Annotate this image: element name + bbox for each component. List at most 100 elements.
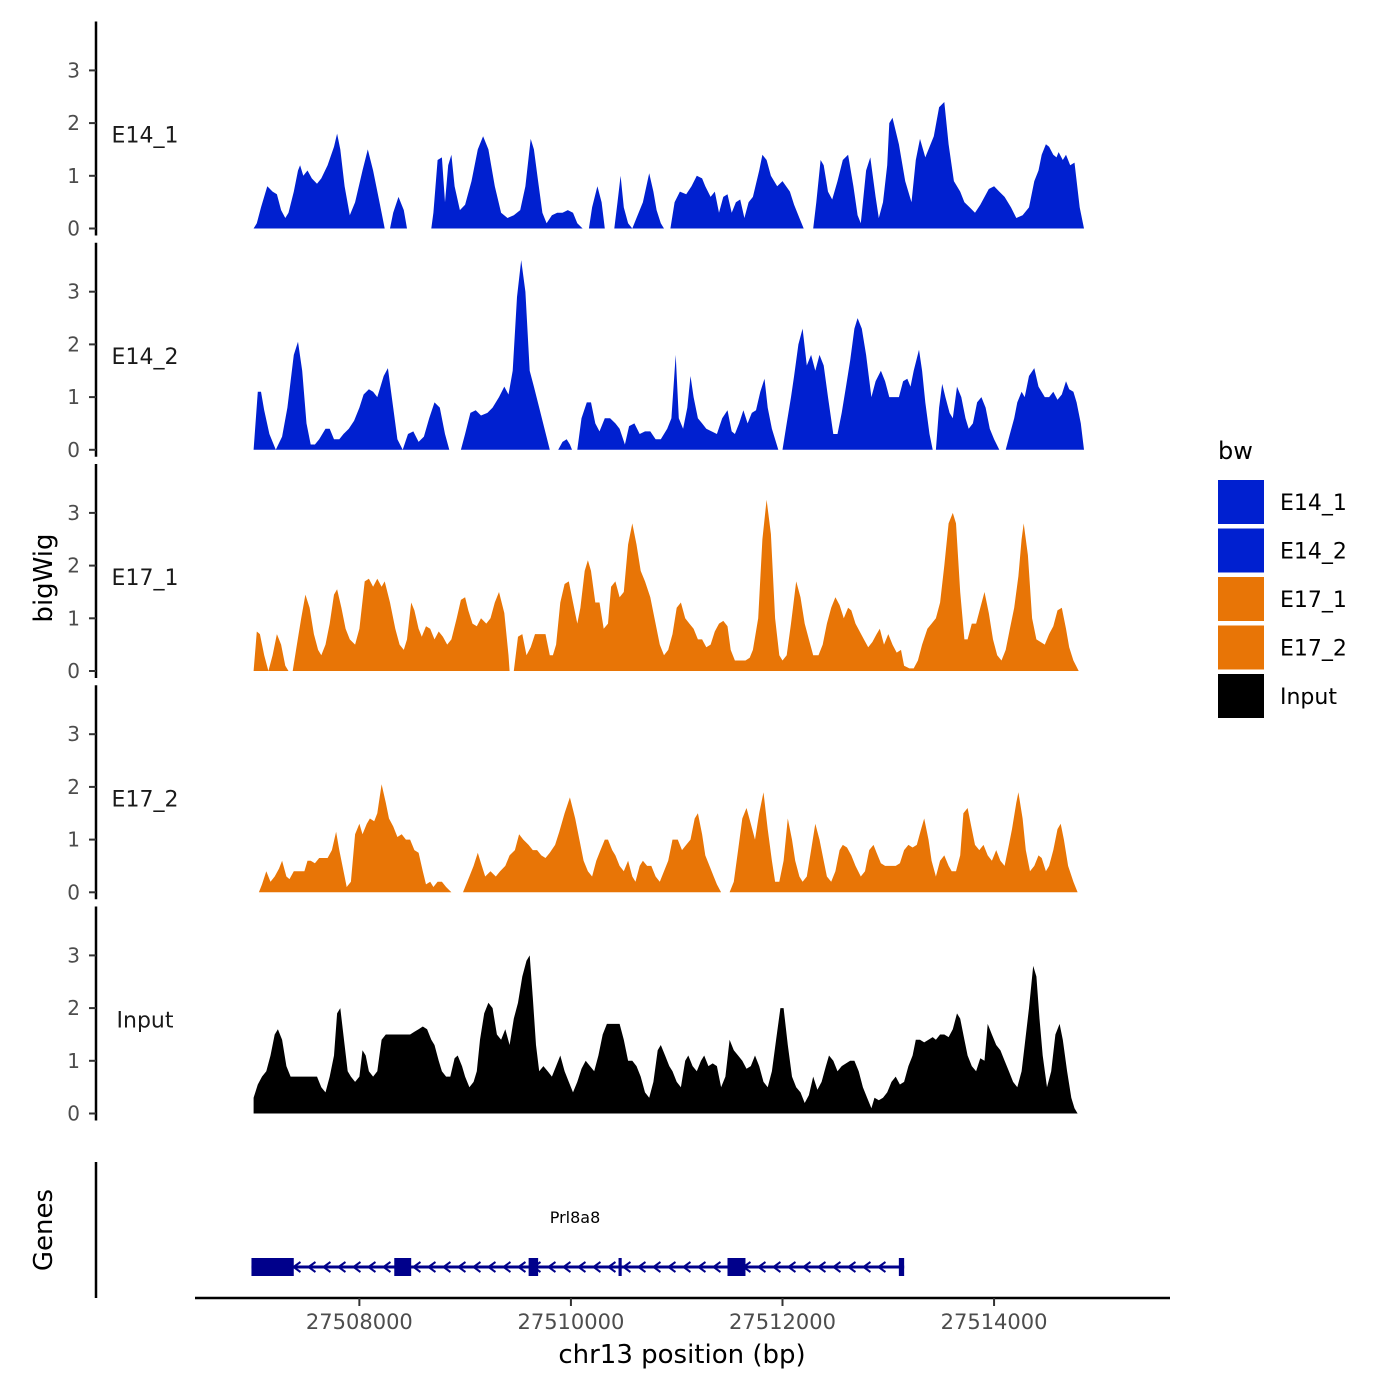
strand-arrow [636, 1261, 647, 1273]
strand-arrow [786, 1261, 797, 1273]
track-label: E14_2 [112, 345, 179, 370]
y-tick-label: 1 [67, 828, 80, 852]
y-tick-label: 3 [67, 280, 80, 304]
legend-item-e17_1: E17_1 [1218, 577, 1347, 621]
strand-arrow [546, 1261, 557, 1273]
legend-swatch [1218, 577, 1264, 621]
strand-arrow [651, 1261, 662, 1273]
legend-item-input: Input [1218, 674, 1337, 718]
strand-arrow [681, 1261, 692, 1273]
tracks: 0 1 2 3 E14_1 0 1 2 3 E14_2 0 1 2 3 E17_1 0 1 2 3 E17_2 0 1 2 3… [67, 21, 1085, 1126]
genes-panel: Genes Prl8a8 [29, 1162, 905, 1298]
legend-label: E17_1 [1280, 588, 1347, 613]
strand-arrow [426, 1261, 437, 1273]
coverage-area-e14_1 [253, 102, 1085, 229]
y-tick-label: 0 [67, 217, 80, 241]
gene-exon [618, 1258, 622, 1276]
y-tick-label: 0 [67, 1102, 80, 1126]
strand-arrow [696, 1261, 707, 1273]
strand-arrow [771, 1261, 782, 1273]
strand-arrow [576, 1261, 587, 1273]
y-tick-label: 2 [67, 775, 80, 799]
legend-label: E14_2 [1280, 540, 1347, 565]
legend-label: E17_2 [1280, 637, 1347, 662]
y-tick-label: 3 [67, 943, 80, 967]
strand-arrow [831, 1261, 842, 1273]
strand-arrow [501, 1261, 512, 1273]
strand-arrow [321, 1261, 332, 1273]
legend-swatch [1218, 480, 1264, 524]
track-label: E17_2 [112, 787, 179, 812]
gene-exon [528, 1258, 539, 1276]
y-tick-label: 3 [67, 58, 80, 82]
track-input: 0 1 2 3 Input [67, 906, 1078, 1126]
gene-exon [898, 1258, 905, 1276]
legend-swatch [1218, 528, 1264, 573]
y-tick-label: 0 [67, 438, 80, 462]
y-tick-label: 1 [67, 164, 80, 188]
y-tick-label: 1 [67, 606, 80, 630]
y-tick-label: 1 [67, 1049, 80, 1073]
strand-arrow [816, 1261, 827, 1273]
strand-arrow [351, 1261, 362, 1273]
strand-arrow [411, 1261, 422, 1273]
y-tick-label: 3 [67, 501, 80, 525]
strand-arrow [711, 1261, 722, 1273]
y-axis-title: bigWig [29, 533, 59, 622]
strand-arrow [756, 1261, 767, 1273]
x-tick-label: 27508000 [306, 1310, 413, 1334]
strand-arrow [666, 1261, 677, 1273]
track-label: E14_1 [112, 124, 179, 149]
gene-exon [727, 1258, 746, 1276]
strand-arrow [516, 1261, 527, 1273]
coverage-area-e17_2 [258, 784, 1078, 893]
x-axis: 27508000 27510000 27512000 27514000 chr13 p… [195, 1296, 1170, 1370]
strand-arrow [306, 1261, 317, 1273]
y-tick-label: 2 [67, 554, 80, 578]
strand-arrow [876, 1261, 887, 1273]
strand-arrow [846, 1261, 857, 1273]
strand-arrow [366, 1261, 377, 1273]
y-tick-label: 3 [67, 722, 80, 746]
gene-name-label: Prl8a8 [550, 1208, 601, 1227]
coverage-area-input [253, 955, 1078, 1114]
strand-arrow [801, 1261, 812, 1273]
x-ticks: 27508000 27510000 27512000 27514000 [306, 1298, 1048, 1334]
y-tick-label: 2 [67, 332, 80, 356]
strand-arrow [471, 1261, 482, 1273]
legend-item-e14_1: E14_1 [1218, 480, 1347, 524]
x-tick-label: 27512000 [729, 1310, 836, 1334]
y-tick-label: 1 [67, 385, 80, 409]
legend-swatch [1218, 625, 1264, 670]
gene-model [251, 1258, 905, 1276]
y-tick-label: 2 [67, 996, 80, 1020]
strand-arrow [456, 1261, 467, 1273]
strand-arrow [336, 1261, 347, 1273]
legend-label: E14_1 [1280, 491, 1347, 516]
strand-arrow [606, 1261, 617, 1273]
x-tick-label: 27514000 [941, 1310, 1048, 1334]
legend: bw E14_1 E14_2 E17_1 E17_2 Input [1218, 437, 1347, 718]
track-label: Input [117, 1009, 174, 1034]
legend-items: E14_1 E14_2 E17_1 E17_2 Input [1218, 480, 1347, 718]
y-tick-label: 0 [67, 659, 80, 683]
track-e17_2: 0 1 2 3 E17_2 [67, 685, 1078, 904]
gene-exon [394, 1258, 412, 1276]
track-label: E17_1 [112, 566, 179, 591]
coverage-area-e17_1 [253, 499, 1079, 671]
genes-axis-title: Genes [29, 1189, 59, 1271]
strand-arrow [861, 1261, 872, 1273]
coverage-area-e14_2 [253, 260, 1085, 450]
legend-label: Input [1280, 685, 1337, 710]
x-axis-title: chr13 position (bp) [558, 1340, 805, 1370]
track-e14_1: 0 1 2 3 E14_1 [67, 21, 1085, 241]
gene-exon [251, 1258, 294, 1276]
legend-swatch [1218, 674, 1264, 718]
strand-arrow [486, 1261, 497, 1273]
strand-arrow [591, 1261, 602, 1273]
strand-arrow [381, 1261, 392, 1273]
track-e14_2: 0 1 2 3 E14_2 [67, 242, 1085, 462]
legend-item-e14_2: E14_2 [1218, 528, 1347, 573]
legend-item-e17_2: E17_2 [1218, 625, 1347, 670]
